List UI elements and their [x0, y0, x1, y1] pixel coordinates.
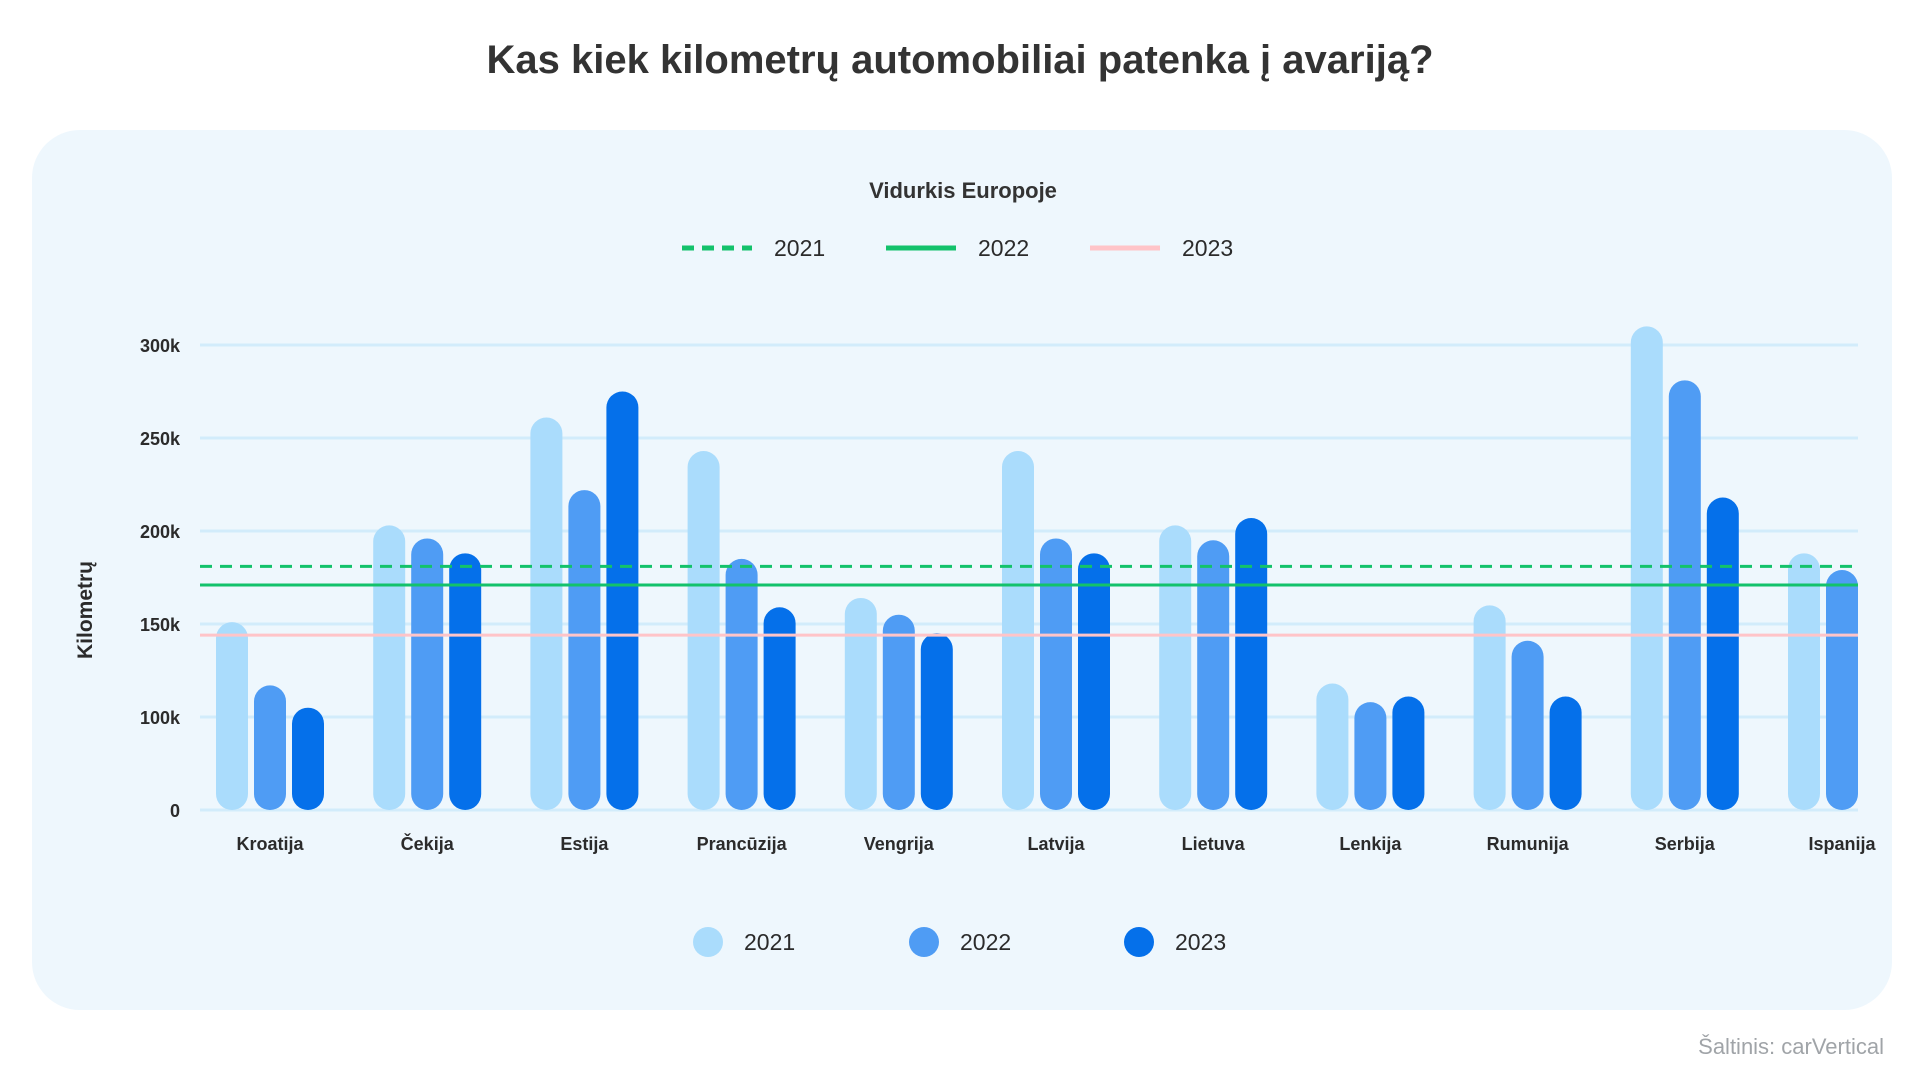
- bar-2022: [725, 558, 758, 810]
- bar-2023: [1706, 497, 1739, 810]
- bar-2022: [882, 614, 915, 810]
- y-tick-label: 300k: [140, 336, 181, 356]
- bar-2022: [1668, 380, 1701, 810]
- chart-title: Kas kiek kilometrų automobiliai patenka …: [486, 38, 1434, 82]
- series-legend-label: 2021: [744, 929, 795, 955]
- y-tick-label: 150k: [140, 615, 181, 635]
- y-tick-label: 200k: [140, 522, 181, 542]
- bar-2023: [1549, 696, 1582, 810]
- bar-2023: [1392, 696, 1425, 810]
- bar-2023: [920, 633, 953, 810]
- bar-2022: [254, 685, 286, 810]
- series-legend-label: 2022: [960, 929, 1011, 955]
- y-axis-label: Kilometrų: [74, 561, 97, 659]
- bar-2021: [844, 597, 877, 810]
- x-tick-label: Vengrija: [864, 834, 935, 854]
- chart-card: [32, 130, 1892, 1010]
- series-legend-swatch: [909, 927, 939, 957]
- x-tick-label: Latvija: [1027, 834, 1085, 854]
- bar-2021: [1316, 683, 1349, 810]
- reference-legend-label: 2022: [978, 235, 1029, 261]
- bar-2022: [1826, 570, 1858, 810]
- bar-2023: [763, 607, 796, 810]
- bar-2021: [1159, 525, 1192, 810]
- bar-2023: [1078, 553, 1110, 810]
- x-tick-label: Lietuva: [1182, 834, 1246, 854]
- y-tick-label: 100k: [140, 708, 181, 728]
- x-tick-label: Prancūzija: [697, 834, 788, 854]
- bar-2021: [216, 622, 248, 810]
- bar-2022: [568, 490, 601, 810]
- bar-2022: [1040, 538, 1072, 810]
- reference-legend-title: Vidurkis Europoje: [869, 178, 1057, 203]
- x-tick-label: Ispanija: [1808, 834, 1876, 854]
- bar-2021: [1788, 553, 1820, 810]
- y-tick-label: 250k: [140, 429, 181, 449]
- bar-2021: [1630, 326, 1663, 810]
- bar-2022: [1197, 540, 1230, 810]
- bar-2022: [1354, 702, 1387, 810]
- bar-2021: [373, 525, 406, 810]
- x-tick-label: Estija: [560, 834, 609, 854]
- reference-legend-label: 2021: [774, 235, 825, 261]
- bar-2022: [1511, 640, 1544, 810]
- bar-2022: [411, 538, 444, 810]
- bar-2023: [449, 553, 482, 810]
- series-legend-swatch: [1124, 927, 1154, 957]
- x-tick-label: Lenkija: [1339, 834, 1402, 854]
- series-legend-swatch: [693, 927, 723, 957]
- bar-2023: [1235, 517, 1268, 810]
- reference-legend-label: 2023: [1182, 235, 1233, 261]
- bar-2023: [292, 707, 324, 810]
- bar-2021: [530, 417, 563, 810]
- x-tick-label: Rumunija: [1487, 834, 1570, 854]
- series-legend-label: 2023: [1175, 929, 1226, 955]
- y-tick-label: 0: [170, 801, 180, 821]
- bar-2021: [1002, 451, 1034, 810]
- bar-2023: [606, 391, 639, 810]
- x-tick-label: Čekija: [401, 833, 455, 854]
- bar-2021: [687, 451, 720, 810]
- x-tick-label: Kroatija: [236, 834, 304, 854]
- bar-2021: [1473, 605, 1506, 810]
- source-note: Šaltinis: carVertical: [1698, 1034, 1884, 1059]
- x-tick-label: Serbija: [1655, 834, 1716, 854]
